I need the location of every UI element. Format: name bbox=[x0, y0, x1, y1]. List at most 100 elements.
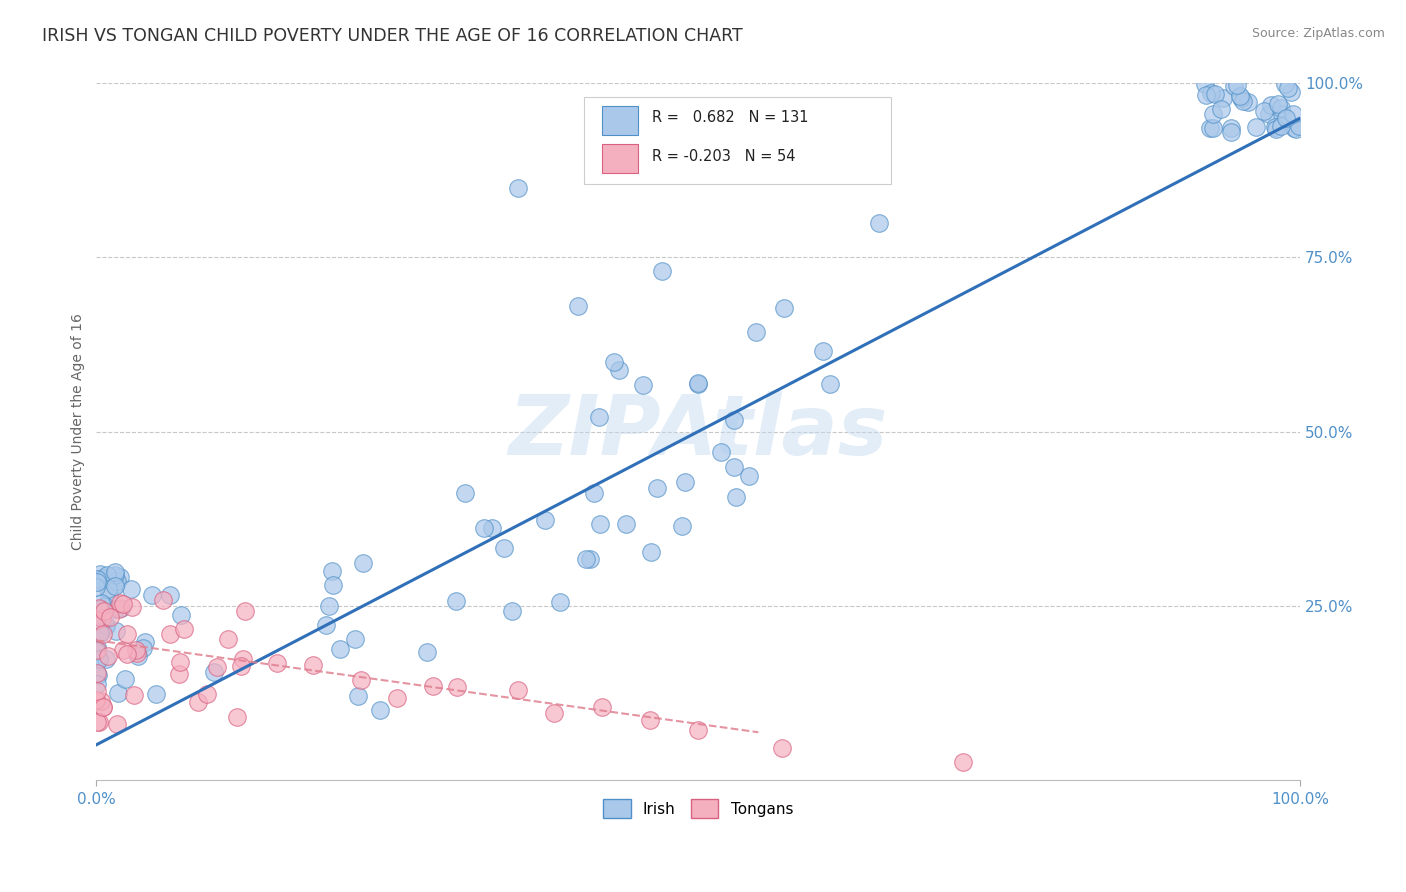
Point bbox=[169, 655, 191, 669]
Point bbox=[446, 680, 468, 694]
Point bbox=[97, 582, 120, 597]
Point bbox=[1232, 94, 1254, 108]
Point bbox=[534, 513, 557, 527]
Point bbox=[321, 565, 343, 579]
Point bbox=[105, 716, 128, 731]
Point bbox=[724, 490, 747, 504]
Point bbox=[723, 460, 745, 475]
Point bbox=[567, 299, 589, 313]
Y-axis label: Child Poverty Under the Age of 16: Child Poverty Under the Age of 16 bbox=[72, 313, 86, 550]
Point bbox=[315, 618, 337, 632]
Point bbox=[773, 301, 796, 316]
Point bbox=[772, 740, 794, 755]
Point bbox=[86, 642, 108, 657]
Point bbox=[318, 599, 340, 613]
Point bbox=[111, 597, 134, 611]
Point bbox=[86, 610, 108, 624]
Point bbox=[86, 683, 108, 698]
Point bbox=[86, 693, 108, 707]
Point bbox=[124, 688, 146, 702]
Point bbox=[1277, 81, 1299, 95]
Text: IRISH VS TONGAN CHILD POVERTY UNDER THE AGE OF 16 CORRELATION CHART: IRISH VS TONGAN CHILD POVERTY UNDER THE … bbox=[42, 27, 742, 45]
Point bbox=[108, 569, 131, 583]
Point bbox=[173, 622, 195, 636]
Point bbox=[91, 611, 114, 625]
Point bbox=[104, 577, 127, 591]
Point bbox=[89, 573, 111, 587]
Point bbox=[89, 652, 111, 666]
Point bbox=[1209, 103, 1232, 117]
Point bbox=[86, 677, 108, 691]
Point bbox=[108, 596, 131, 610]
Point bbox=[117, 647, 139, 661]
Point bbox=[86, 572, 108, 586]
Point bbox=[167, 666, 190, 681]
Point bbox=[89, 626, 111, 640]
Point bbox=[87, 715, 110, 730]
Point bbox=[89, 601, 111, 615]
Point bbox=[329, 642, 352, 657]
Point bbox=[159, 627, 181, 641]
Point bbox=[1288, 120, 1310, 134]
Point bbox=[87, 616, 110, 631]
Point bbox=[614, 516, 637, 531]
Point bbox=[607, 362, 630, 376]
Point bbox=[86, 665, 108, 680]
Point bbox=[302, 657, 325, 672]
Point bbox=[387, 690, 409, 705]
Point bbox=[120, 582, 142, 597]
Point bbox=[91, 571, 114, 585]
Point bbox=[110, 601, 132, 615]
Point bbox=[1204, 87, 1226, 102]
Point bbox=[94, 619, 117, 633]
Point bbox=[104, 568, 127, 582]
Point bbox=[454, 486, 477, 500]
Point bbox=[233, 604, 256, 618]
Point bbox=[603, 355, 626, 369]
Point bbox=[97, 649, 120, 664]
Point bbox=[1237, 95, 1260, 109]
Point bbox=[87, 601, 110, 615]
Point bbox=[91, 699, 114, 714]
Point bbox=[638, 713, 661, 727]
Point bbox=[1282, 107, 1305, 121]
Point bbox=[108, 602, 131, 616]
Point bbox=[492, 541, 515, 555]
Point bbox=[688, 723, 710, 737]
Point bbox=[93, 604, 115, 618]
Point bbox=[105, 574, 128, 589]
Point bbox=[811, 343, 834, 358]
Point bbox=[145, 687, 167, 701]
Point bbox=[1195, 88, 1218, 103]
Point bbox=[94, 617, 117, 632]
Point bbox=[343, 632, 366, 647]
Point bbox=[86, 643, 108, 657]
Point bbox=[90, 693, 112, 707]
Point bbox=[266, 656, 288, 670]
Text: R =   0.682   N = 131: R = 0.682 N = 131 bbox=[652, 110, 808, 125]
Point bbox=[89, 626, 111, 640]
Point bbox=[1265, 122, 1288, 136]
Point bbox=[1284, 121, 1306, 136]
Point bbox=[631, 378, 654, 392]
Point bbox=[187, 696, 209, 710]
Point bbox=[127, 646, 149, 660]
Point bbox=[170, 608, 193, 623]
Point bbox=[115, 626, 138, 640]
Point bbox=[98, 610, 121, 624]
Point bbox=[481, 521, 503, 535]
Point bbox=[86, 612, 108, 626]
Point bbox=[97, 590, 120, 604]
Point bbox=[671, 519, 693, 533]
Bar bbox=[602, 144, 638, 173]
Text: Source: ZipAtlas.com: Source: ZipAtlas.com bbox=[1251, 27, 1385, 40]
Point bbox=[589, 516, 612, 531]
Point bbox=[86, 581, 108, 595]
Point bbox=[588, 410, 610, 425]
Point bbox=[104, 565, 127, 579]
Point bbox=[86, 574, 108, 589]
Point bbox=[501, 604, 523, 618]
Point bbox=[104, 579, 127, 593]
Point bbox=[422, 680, 444, 694]
Point bbox=[575, 551, 598, 566]
